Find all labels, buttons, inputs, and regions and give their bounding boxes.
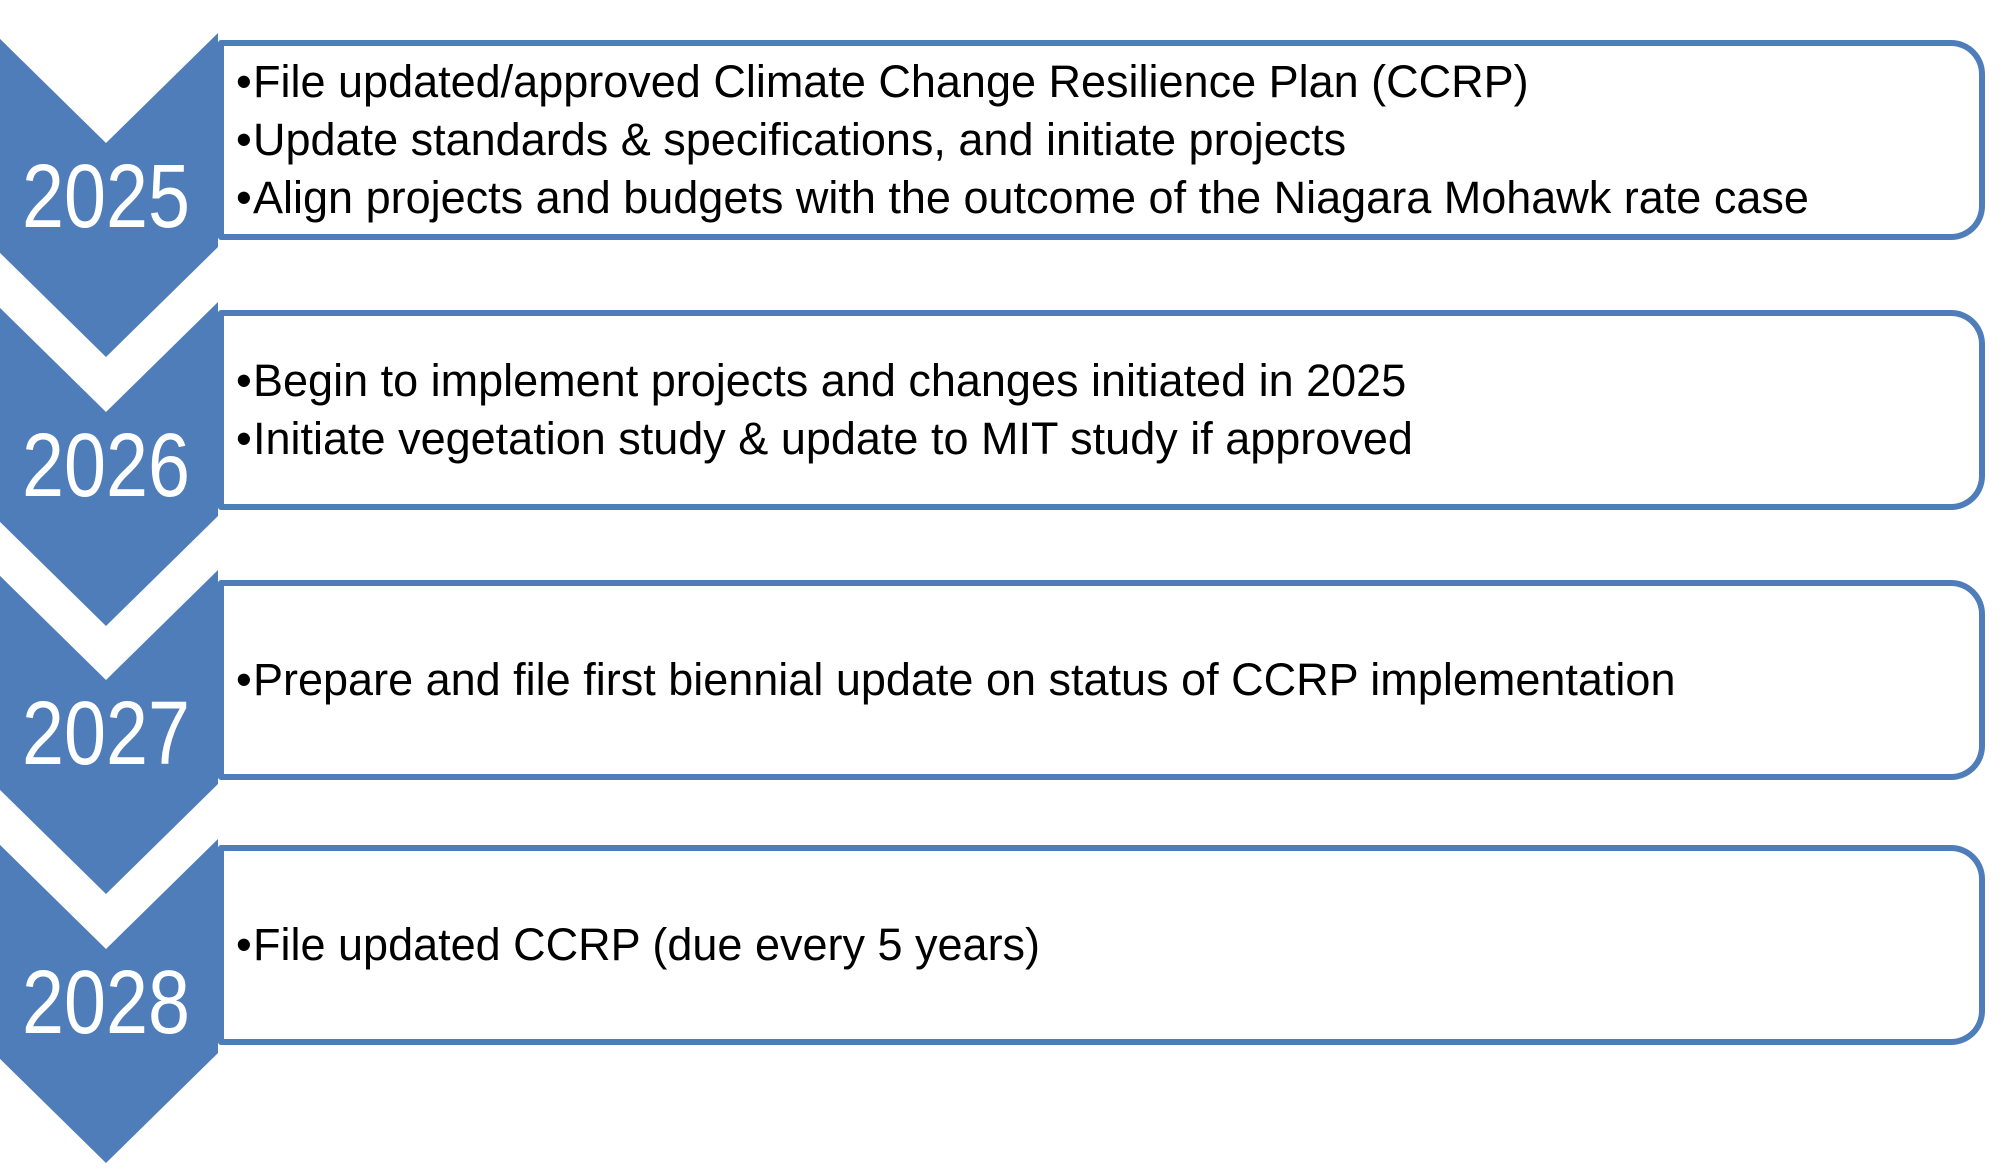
bullet-item: Align projects and budgets with the outc… — [236, 169, 1955, 227]
milestone-box-2028: File updated CCRP (due every 5 years) — [218, 845, 1985, 1045]
bullet-item: Begin to implement projects and changes … — [236, 352, 1955, 410]
bullet-item: File updated CCRP (due every 5 years) — [236, 916, 1955, 974]
bullet-item: File updated/approved Climate Change Res… — [236, 53, 1955, 111]
down-chevron-arrow — [0, 839, 218, 1163]
year-label: 2027 — [22, 684, 190, 784]
milestone-box-2027: Prepare and file first biennial update o… — [218, 580, 1985, 780]
year-label: 2026 — [22, 416, 190, 516]
milestone-box-2025: File updated/approved Climate Change Res… — [218, 40, 1985, 240]
down-chevron-arrow — [0, 33, 218, 357]
bullet-item: Prepare and file first biennial update o… — [236, 651, 1955, 709]
bullet-item: Initiate vegetation study & update to MI… — [236, 410, 1955, 468]
down-chevron-arrow — [0, 570, 218, 894]
bullet-item: Update standards & specifications, and i… — [236, 111, 1955, 169]
milestone-box-2026: Begin to implement projects and changes … — [218, 310, 1985, 510]
down-chevron-arrow — [0, 302, 218, 626]
year-label: 2025 — [22, 147, 190, 247]
year-label: 2028 — [22, 953, 190, 1053]
